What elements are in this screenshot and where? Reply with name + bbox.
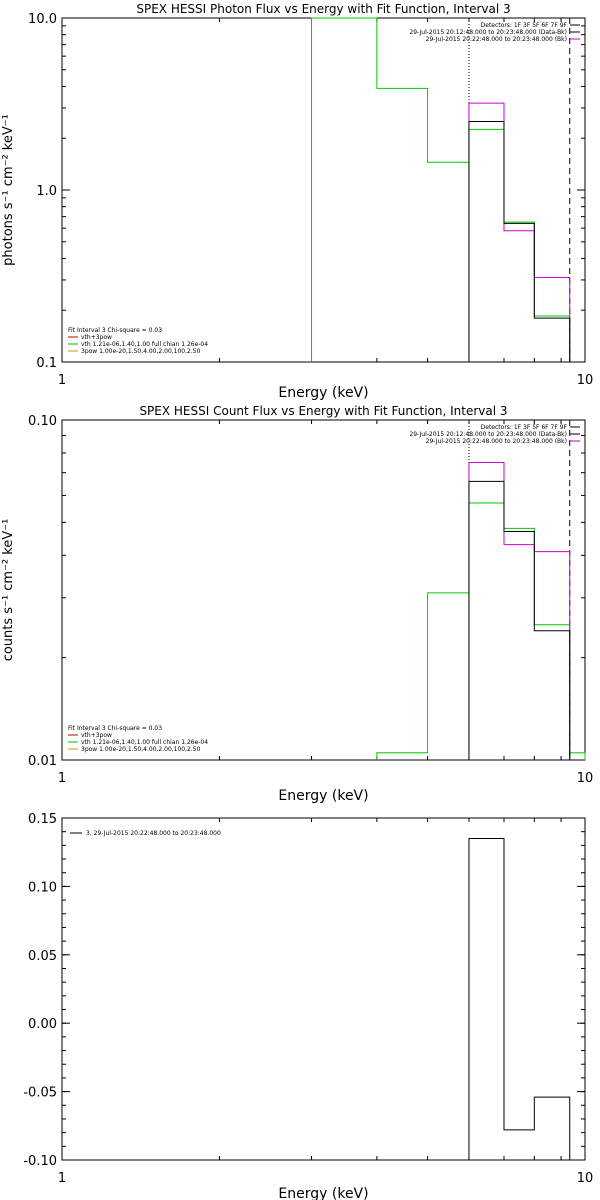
chart-title: SPEX HESSI Count Flux vs Energy with Fit…	[139, 404, 507, 418]
fit-info-line: vth 1.21e-06,1.40,1.00 full chian 1.26e-…	[81, 341, 208, 348]
histogram-series-2	[468, 461, 571, 760]
fit-info-line: vth 1.21e-06,1.40,1.00 full chian 1.26e-…	[81, 739, 208, 746]
x-axis-label: Energy (keV)	[278, 788, 368, 804]
fit-info-line: 3pow 1.00e-20,1.50,4.00,2.00,100,2.50	[81, 348, 201, 355]
legend-info-line: Detectors: 1F 3F 5F 6F 7F 9F	[481, 22, 568, 29]
x-tick-label: 10	[577, 1171, 594, 1186]
legend-info-line: 29-Jul-2015 20:12:48.000 to 20:23:48.000…	[409, 29, 567, 36]
plot-frame	[61, 817, 586, 1161]
legend-info-line: 29-Jul-2015 20:22:48.000 to 20:23:48.000…	[426, 438, 567, 445]
fit-info-line: Fit Interval 3 Chi-square = 0.03	[68, 725, 162, 732]
plot-panel-1	[61, 17, 586, 363]
plot-panel-2	[61, 419, 586, 761]
chart-title: SPEX HESSI Photon Flux vs Energy with Fi…	[136, 2, 510, 16]
histogram-series-2	[468, 102, 571, 362]
fit-info-line: 3pow 1.00e-20,1.50,4.00,2.00,100,2.50	[81, 746, 201, 753]
legend-label: 3, 29-Jul-2015 20:22:48.000 to 20:23:48.…	[86, 830, 221, 837]
x-tick-label: 1	[58, 1171, 66, 1186]
fit-info-line: vth+3pow	[81, 732, 112, 739]
y-tick-label: 0.10	[28, 880, 57, 895]
y-tick-label: 1.0	[36, 184, 57, 199]
y-tick-label: -0.05	[23, 1086, 57, 1101]
y-tick-label: 0.10	[28, 414, 57, 429]
y-tick-label: -0.10	[23, 1154, 57, 1169]
histogram-series-1	[468, 838, 571, 1160]
y-tick-label: 0.05	[28, 949, 57, 964]
x-axis-label: Energy (keV)	[278, 1186, 368, 1200]
plot-frame	[61, 419, 586, 761]
fit-info-line: vth+3pow	[81, 334, 112, 341]
histogram-series-3	[468, 480, 571, 760]
fit-info-line: Fit Interval 3 Chi-square = 0.03	[68, 327, 162, 334]
x-tick-label: 1	[58, 373, 66, 388]
histogram-series-3	[468, 121, 571, 362]
y-tick-label: 0.15	[28, 812, 57, 827]
y-tick-label: 0.00	[28, 1017, 57, 1032]
y-axis-label: counts s⁻¹ cm⁻² keV⁻¹	[1, 519, 16, 662]
x-tick-label: 10	[577, 373, 594, 388]
x-axis-label: Energy (keV)	[278, 385, 368, 401]
legend-info-line: 29-Jul-2015 20:12:48.000 to 20:23:48.000…	[409, 431, 567, 438]
plot-frame	[61, 17, 586, 363]
y-tick-label: 0.01	[28, 754, 57, 769]
plot-panel-3	[61, 817, 586, 1161]
y-tick-label: 10.0	[28, 12, 57, 27]
histogram-series-1	[376, 502, 586, 760]
legend-info-line: 29-Jul-2015 20:22:48.000 to 20:23:48.000…	[426, 36, 567, 43]
x-tick-label: 1	[58, 771, 66, 786]
legend-info-line: Detectors: 1F 3F 5F 6F 7F 9F	[481, 424, 568, 431]
histogram-series-1	[311, 17, 571, 362]
y-tick-label: 0.1	[36, 356, 57, 371]
y-axis-label: photons s⁻¹ cm⁻² keV⁻¹	[1, 114, 16, 266]
x-tick-label: 10	[577, 771, 594, 786]
